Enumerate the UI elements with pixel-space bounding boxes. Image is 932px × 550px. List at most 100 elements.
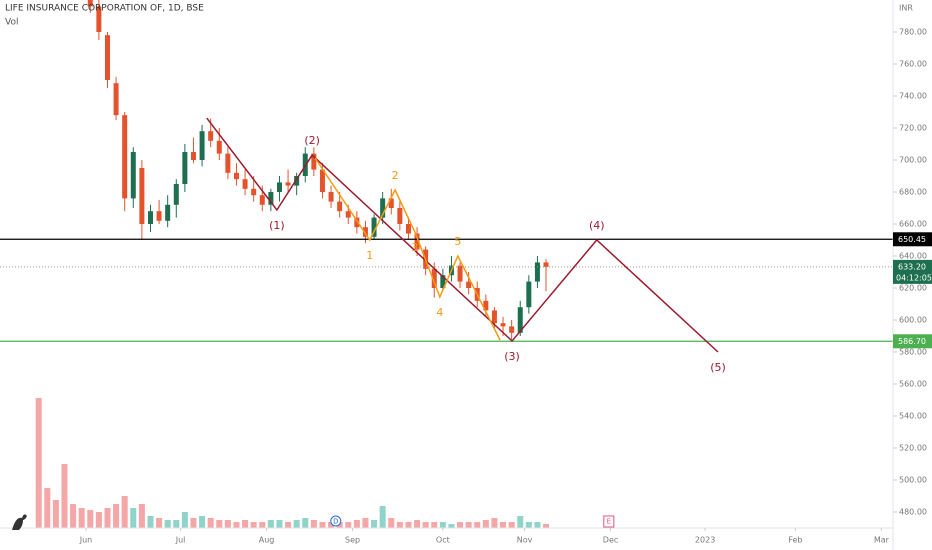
candle-body [199,131,205,160]
x-tick-label: Jul [175,536,186,545]
volume-bar [233,522,240,528]
wave-label: (3) [504,350,520,363]
candle-body [130,152,136,199]
volume-bar [362,518,369,528]
candle-body [380,198,386,218]
y-tick-label: 480.00 [899,508,927,517]
volume-bar [302,518,309,528]
candle-body [122,115,128,199]
wave-label: 1 [366,249,373,262]
volume-bar [353,520,360,528]
x-tick-label: Oct [436,536,450,545]
candle-body [362,227,368,237]
candle-body [139,168,145,224]
candle-body [259,195,265,205]
volume-bar [44,488,51,528]
volume-bar [104,508,111,528]
wave-label: (4) [589,219,605,232]
volume-bar [474,522,481,528]
volume-bar [482,520,489,528]
volume-bar [224,520,231,528]
volume-bar [156,518,163,528]
volume-bar [199,516,206,528]
volume-bar [181,512,188,528]
level-badge [893,334,932,349]
y-tick-label: 560.00 [899,380,927,389]
level-badge [893,232,932,247]
candle-body [233,172,239,180]
wave-label: 5 [454,235,461,248]
candle-body [526,281,532,308]
wave-label: (5) [710,361,726,374]
y-tick-label: 660.00 [899,220,927,229]
event-marker [330,515,342,527]
candle-body [311,153,317,170]
volume-bar [95,512,102,528]
volume-bar [465,522,472,528]
volume-bar [293,520,300,528]
volume-bar [379,506,386,528]
volume-bar [422,522,429,528]
candle-body [509,326,515,333]
volume-bar [216,520,223,528]
level-label: 650.45 [898,235,926,244]
candle-body [294,176,300,186]
candle-body [388,198,394,208]
volume-bar [147,516,154,528]
volume-layer [35,398,550,528]
last-price-label: 633.20 [898,262,926,271]
wave-label: (2) [304,134,320,147]
volume-bar [491,518,498,528]
volume-bar [336,522,343,528]
level-label: 586.70 [898,337,926,346]
event-label: E [607,518,611,526]
x-tick-label: Sep [345,536,360,545]
candle-body [500,323,506,327]
wave-line [314,157,501,341]
candle-body [517,307,523,333]
candle-body [405,224,411,234]
volume-bar [525,522,532,528]
chart-title: LIFE INSURANCE CORPORATION OF, 1D, BSE [5,4,204,14]
volume-bar [173,520,180,528]
y-tick-label: 640.00 [899,252,927,261]
volume-bar [457,522,464,528]
y-tick-label: 760.00 [899,60,927,69]
volume-bar [396,522,403,528]
volume-bar [207,518,214,528]
y-tick-label: 780.00 [899,28,927,37]
y-tick-label: 680.00 [899,188,927,197]
volume-bar [310,520,317,528]
x-tick-label: Jun [79,536,93,545]
y-tick-label: 700.00 [899,156,927,165]
y-tick-label: 600.00 [899,316,927,325]
volume-bar [328,522,335,528]
candle-body [354,217,360,228]
volume-bar [113,504,120,528]
volume-bar [267,520,274,528]
candle-body [371,217,377,237]
y-tick-label: 720.00 [899,124,927,133]
overlay-layer [0,117,893,353]
x-tick-label: Dec [603,536,618,545]
wave-label: (1) [269,219,285,232]
x-tick-label: Mar [874,536,890,545]
candle-body [156,211,162,221]
candle-body [165,204,171,221]
countdown: 04:12:05 [896,273,932,282]
volume-bar [61,464,68,528]
candle-body [242,179,248,189]
volume-bar [543,524,550,528]
candle-body [534,262,540,282]
x-tick-label: Nov [517,536,533,545]
volume-bar [70,504,77,528]
candle-body [431,268,437,288]
candle-body [345,211,351,218]
volume-bar [250,522,257,528]
candle-body [285,182,291,186]
y-tick-label: 620.00 [899,284,927,293]
volume-bar [319,522,326,528]
candle-body [543,262,549,267]
candle-body [491,310,497,324]
